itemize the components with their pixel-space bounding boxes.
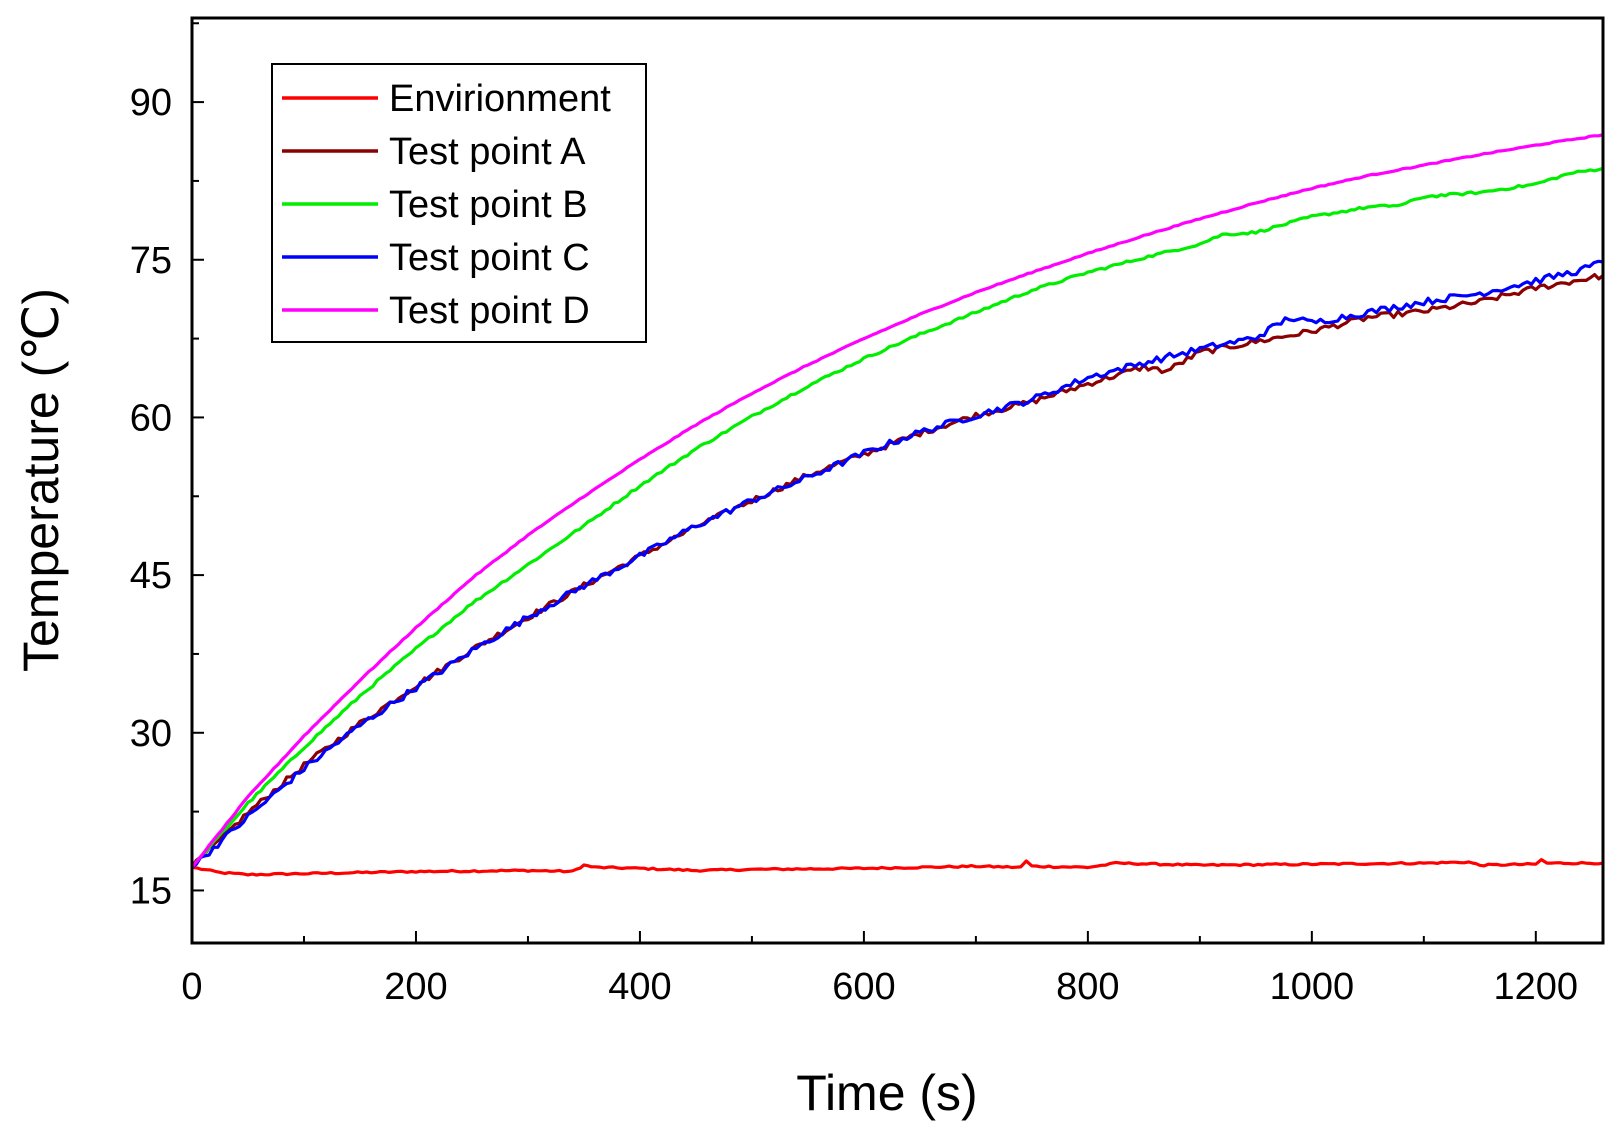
x-tick-label: 200 (384, 966, 447, 1008)
y-tick-label: 60 (130, 397, 172, 439)
legend: Envirionment Test point A Test point B Test… (271, 63, 647, 343)
ticks-layer: 0 200 400 600 800 1000 1200 15 30 45 60 75 90 (130, 22, 1579, 1008)
x-tick-label: 0 (181, 966, 202, 1008)
x-axis-title: Time (s) (796, 1065, 977, 1121)
legend-label-test-point-c: Test point C (389, 237, 590, 279)
y-tick-label: 30 (130, 713, 172, 755)
legend-label-test-point-a: Test point A (389, 131, 586, 173)
x-tick-label: 800 (1056, 966, 1119, 1008)
y-tick-label: 45 (130, 555, 172, 597)
series-line-test-point-c (191, 259, 1604, 869)
plot-frame (190, 16, 1605, 945)
y-tick-label: 15 (130, 870, 172, 912)
series-line-test-point-d (190, 133, 1604, 869)
y-axis-title: Temperature (℃) (13, 288, 69, 672)
x-tick-label: 1200 (1494, 966, 1579, 1008)
y-tick-label: 90 (130, 82, 172, 124)
x-tick-label: 1000 (1270, 966, 1355, 1008)
legend-label-test-point-d: Test point D (389, 290, 590, 332)
series-layer (190, 133, 1605, 877)
series-line-test-point-b (190, 166, 1604, 869)
y-tick-label: 75 (130, 240, 172, 282)
x-tick-label: 400 (608, 966, 671, 1008)
legend-label-envirionment: Envirionment (389, 78, 611, 120)
series-line-envirionment (191, 858, 1604, 877)
legend-label-test-point-b: Test point B (389, 184, 588, 226)
x-tick-label: 600 (832, 966, 895, 1008)
